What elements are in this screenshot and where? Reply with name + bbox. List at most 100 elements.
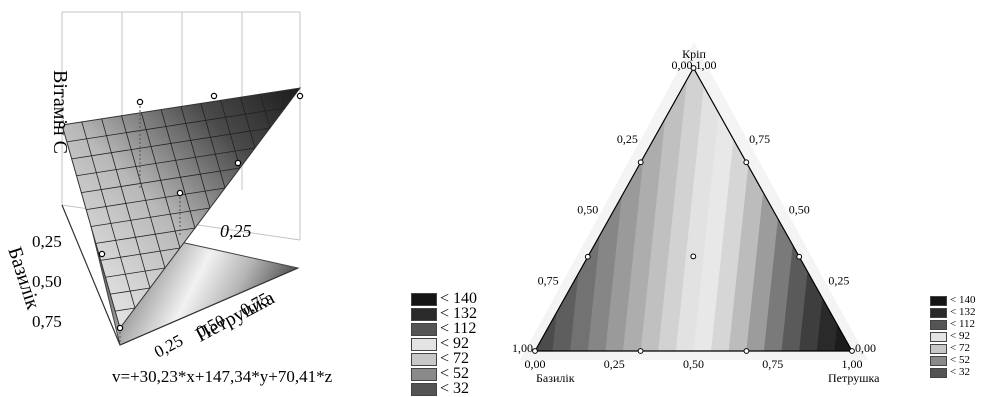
basil-tick-label: 0,25 bbox=[32, 232, 62, 251]
parsley-tick-label: 0,25 bbox=[151, 331, 186, 362]
legend-swatch bbox=[930, 343, 947, 354]
legend-swatch bbox=[930, 307, 947, 318]
ternary-legend: < 140 < 132 < 112 < 92 < 72 < 52 < 32 bbox=[930, 295, 975, 379]
top-component-label: Кріп bbox=[682, 47, 706, 61]
legend-label: < 112 bbox=[440, 320, 477, 337]
bottom-tick-label: 0,50 bbox=[683, 357, 704, 371]
legend-label: < 72 bbox=[950, 342, 970, 354]
legend-item: < 132 bbox=[411, 305, 478, 322]
contour-band bbox=[658, 68, 706, 351]
design-point bbox=[637, 348, 644, 354]
legend-label: < 140 bbox=[440, 290, 478, 307]
back-tick-label: 0,25 bbox=[220, 221, 252, 241]
legend-item: < 72 bbox=[930, 343, 975, 354]
z-axis-label: Вітамін C bbox=[49, 70, 71, 154]
legend-label: < 140 bbox=[950, 294, 976, 306]
design-point bbox=[796, 253, 803, 260]
legend-label: < 52 bbox=[440, 365, 470, 382]
right-edge-tick-label: 0,75 bbox=[749, 132, 770, 146]
design-points bbox=[58, 92, 304, 332]
basil-tick-label: 0,75 bbox=[32, 312, 62, 331]
mesh-line bbox=[240, 97, 256, 149]
mesh-line bbox=[200, 103, 226, 189]
mesh-line bbox=[279, 90, 286, 109]
design-point bbox=[743, 348, 750, 354]
legend-label: < 92 bbox=[440, 335, 470, 352]
legend-swatch bbox=[930, 295, 947, 306]
regression-equation: v=+30,23*x+147,34*y+70,41*z bbox=[112, 367, 333, 386]
design-point bbox=[743, 159, 750, 166]
legend-label: < 132 bbox=[440, 305, 478, 322]
legend-item: < 32 bbox=[930, 367, 975, 378]
drop-lines bbox=[119, 102, 181, 345]
surface-plot-panel: Вітамін C Базилік Петрушка 0,25 0,25 0,5… bbox=[0, 0, 490, 397]
legend-swatch bbox=[411, 292, 437, 306]
legend-item: < 92 bbox=[930, 331, 975, 342]
mesh-line bbox=[95, 227, 196, 244]
mesh-line bbox=[110, 287, 151, 295]
legend-swatch bbox=[930, 367, 947, 378]
bottom-tick-label: 0,75 bbox=[762, 357, 783, 371]
mesh-line bbox=[160, 109, 196, 229]
right-corner-value: 0,00 bbox=[855, 341, 876, 355]
bottom-tick-label: 0,00 bbox=[525, 357, 546, 371]
legend-swatch bbox=[411, 382, 437, 396]
surface-mesh bbox=[66, 90, 286, 312]
legend-item: < 112 bbox=[930, 319, 975, 330]
left-edge-tick-label: 0,50 bbox=[577, 203, 598, 217]
contour-band bbox=[816, 68, 852, 351]
left-edge-tick-label: 0,75 bbox=[538, 273, 559, 287]
legend-swatch bbox=[411, 367, 437, 381]
design-point bbox=[690, 253, 697, 260]
ternary-border bbox=[533, 66, 854, 352]
design-point bbox=[849, 348, 855, 354]
legend-label: < 112 bbox=[950, 318, 976, 330]
legend-item: < 140 bbox=[411, 290, 478, 307]
mesh-line bbox=[105, 267, 166, 278]
legend-swatch bbox=[411, 307, 437, 321]
mesh-line bbox=[220, 100, 241, 169]
legend-item: < 72 bbox=[411, 350, 477, 367]
right-edge-tick-label: 0,50 bbox=[789, 203, 810, 217]
legend-label: < 132 bbox=[950, 306, 976, 318]
contour-band bbox=[675, 68, 724, 351]
mesh-line bbox=[121, 115, 166, 269]
legend-swatch bbox=[930, 331, 947, 342]
legend-item: < 32 bbox=[411, 380, 477, 397]
legend-swatch bbox=[411, 352, 437, 366]
mesh-line bbox=[90, 207, 211, 227]
design-point bbox=[637, 159, 644, 166]
right-component-label: Петрушка bbox=[828, 371, 880, 385]
mesh-line bbox=[86, 187, 226, 210]
legend-swatch bbox=[411, 322, 437, 336]
apex-value-label: 0,00 1,00 bbox=[672, 58, 717, 72]
surface-legend: < 140 < 132 < 112 < 92 < 72 < 52 < 32 bbox=[411, 290, 478, 397]
mesh-line bbox=[100, 247, 181, 261]
legend-swatch bbox=[411, 337, 437, 351]
mesh-line bbox=[115, 307, 136, 312]
legend-label: < 32 bbox=[440, 380, 470, 397]
mesh-line bbox=[259, 94, 271, 129]
mesh-line bbox=[140, 112, 181, 249]
legend-label: < 72 bbox=[440, 350, 470, 367]
ternary-plot: Кріп 0,00 1,00 1,00 0,00 Базилік Петрушк… bbox=[512, 42, 880, 385]
left-corner-value: 1,00 bbox=[512, 341, 533, 355]
surface-plot: Вітамін C Базилік Петрушка 0,25 0,25 0,5… bbox=[3, 11, 304, 362]
legend-label: < 52 bbox=[950, 354, 970, 366]
design-point bbox=[690, 65, 697, 71]
mesh-line bbox=[66, 107, 286, 143]
legend-label: < 92 bbox=[950, 330, 970, 342]
legend-swatch bbox=[930, 355, 947, 366]
contour-band bbox=[834, 68, 852, 351]
contour-band bbox=[640, 68, 689, 351]
legend-swatch bbox=[930, 319, 947, 330]
legend-item: < 52 bbox=[411, 365, 477, 382]
ternary-plot-panel: Кріп 0,00 1,00 1,00 0,00 Базилік Петрушк… bbox=[490, 0, 981, 388]
contour-band bbox=[693, 68, 742, 351]
basil-tick-label: 0,50 bbox=[32, 272, 62, 291]
design-point bbox=[532, 348, 538, 354]
legend-item: < 140 bbox=[930, 295, 975, 306]
legend-item: < 92 bbox=[411, 335, 477, 352]
mesh-line bbox=[180, 106, 211, 209]
legend-item: < 132 bbox=[930, 307, 975, 318]
